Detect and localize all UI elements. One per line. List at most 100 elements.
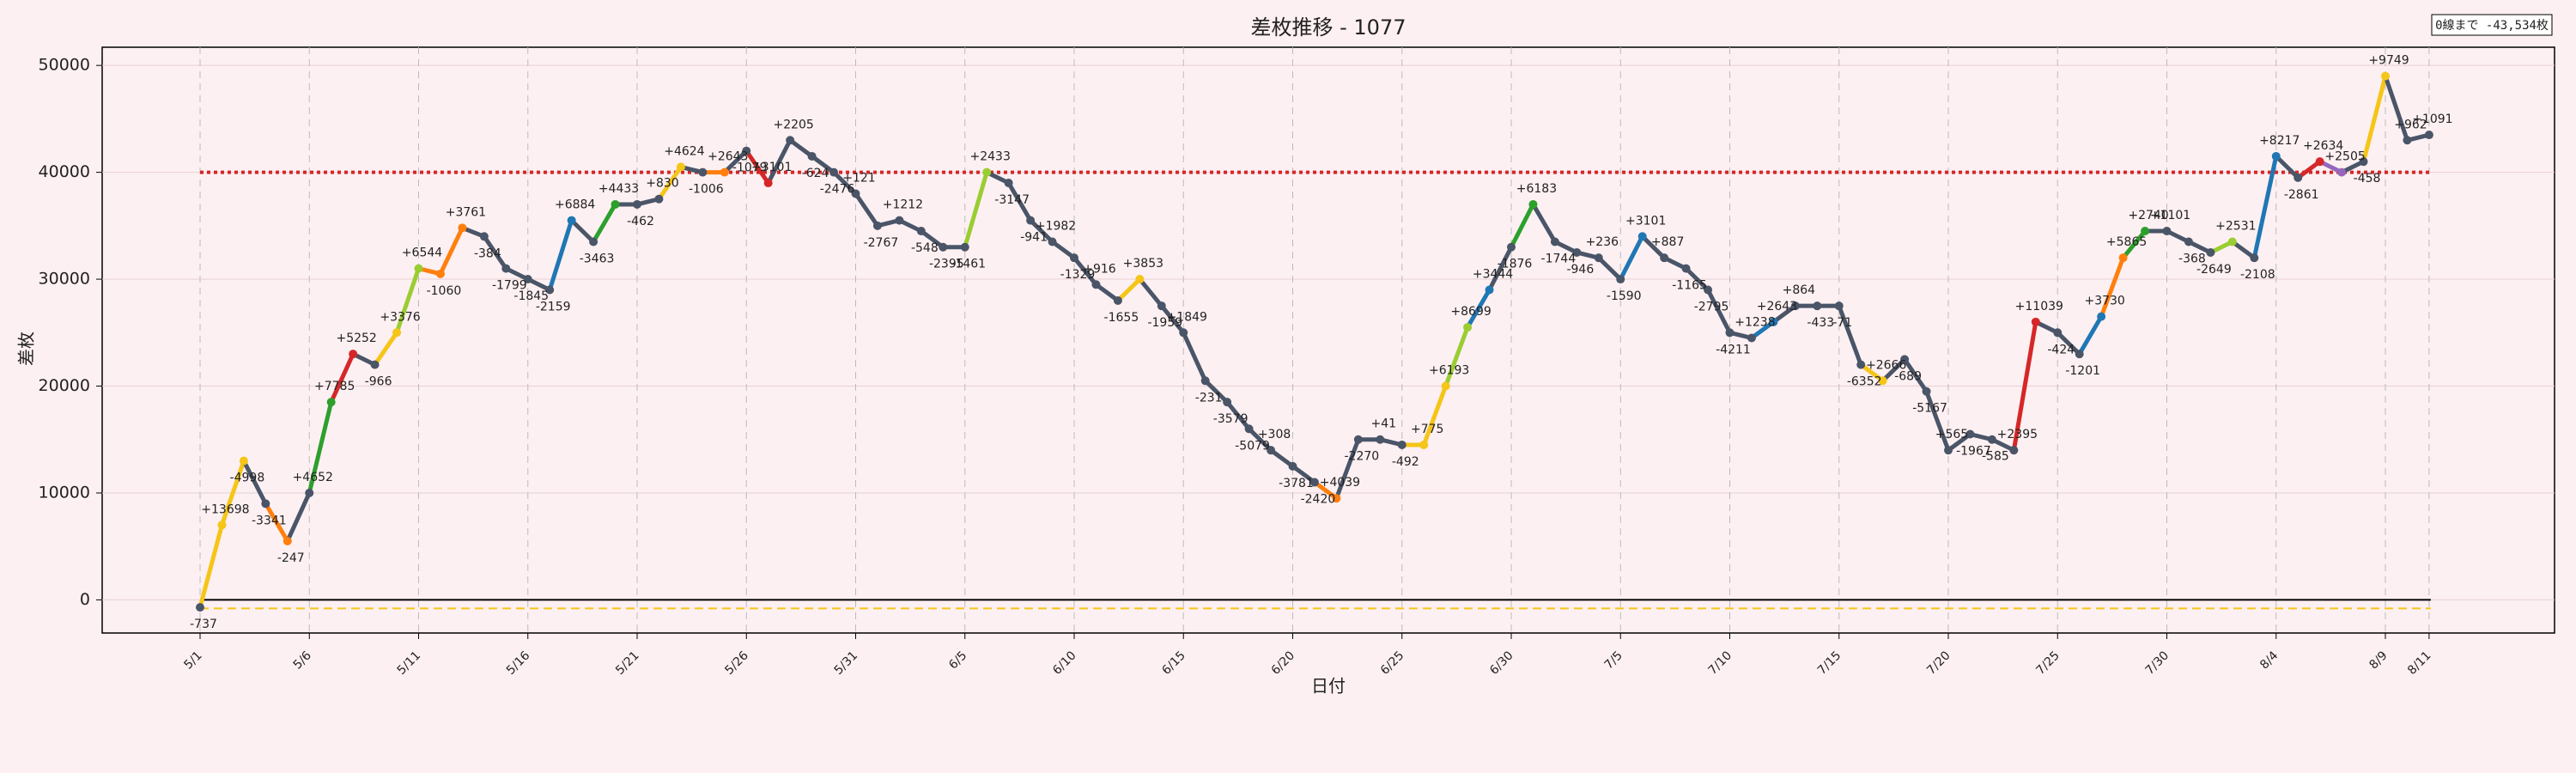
line-segment [197, 522, 224, 610]
annotation: -1799 [492, 279, 527, 293]
annotation: -689 [1894, 369, 1922, 383]
line-segment [1684, 266, 1710, 293]
line-segment [1618, 234, 1645, 282]
line-segment [1203, 378, 1230, 405]
annotation: -737 [190, 618, 217, 631]
line-segment [1902, 356, 1929, 394]
point [1397, 440, 1406, 449]
line-segment [2011, 320, 2038, 453]
line-segment [1028, 218, 1055, 245]
y-tick-label: 30000 [39, 270, 90, 289]
point [1070, 253, 1078, 263]
point [1528, 199, 1538, 209]
line-segment [2274, 154, 2300, 180]
line-segment [219, 459, 246, 527]
point [2293, 173, 2303, 182]
line-segment [482, 234, 508, 271]
point [239, 456, 248, 466]
annotation: -3147 [994, 193, 1030, 207]
annotation: +3376 [380, 310, 420, 324]
annotation: +864 [1783, 283, 1816, 297]
y-tick-label: 40000 [39, 162, 90, 181]
line-segment [2077, 314, 2104, 356]
point [479, 232, 489, 241]
annotation: -2649 [2196, 263, 2232, 277]
annotation: +2505 [2324, 150, 2365, 164]
annotation: +3853 [1123, 257, 1163, 271]
point [2097, 312, 2106, 321]
annotation: +2205 [773, 118, 813, 131]
line-segment [2230, 240, 2257, 260]
point [2031, 317, 2040, 326]
annotation: +1212 [883, 198, 923, 212]
y-axis-label: 差枚 [16, 332, 37, 366]
point [960, 242, 969, 252]
annotation: -1060 [427, 284, 462, 298]
point [2053, 328, 2063, 338]
point [2118, 253, 2128, 263]
point [916, 227, 926, 236]
line-segment [2055, 330, 2082, 356]
line-segment [2121, 228, 2148, 260]
point [435, 269, 445, 278]
point [786, 136, 795, 145]
line-segment [1093, 282, 1121, 303]
annotation: +3730 [2084, 295, 2124, 308]
point [370, 360, 380, 369]
annotation: -3341 [252, 514, 287, 527]
point [392, 328, 402, 338]
annotation: -1590 [1607, 289, 1642, 303]
line-segment [263, 501, 290, 544]
annotation: +565 [1935, 428, 1968, 441]
point [458, 223, 467, 233]
annotation: -548 [911, 241, 939, 255]
y-tick-label: 0 [80, 590, 90, 609]
point [1725, 328, 1735, 338]
annotation: +4039 [1320, 476, 1360, 490]
line-segment [1224, 399, 1252, 431]
point [2315, 157, 2324, 167]
annotation: -247 [277, 551, 305, 565]
point [1485, 285, 1494, 295]
annotation: +11039 [2015, 300, 2063, 313]
line-segment [1465, 288, 1492, 330]
point [2359, 157, 2368, 167]
annotation: -458 [2354, 172, 2381, 186]
line-segment [329, 351, 355, 405]
point [1550, 237, 1559, 247]
point [2381, 71, 2390, 81]
annotation: +3444 [1473, 268, 1513, 282]
point [261, 499, 270, 508]
line-segment [1640, 234, 1667, 260]
annotation: +1101 [2150, 209, 2190, 222]
annotation: -2795 [1694, 301, 1729, 314]
annotation: -1845 [513, 289, 549, 303]
annotation: -1329 [1060, 268, 1096, 282]
annotation: +2634 [2303, 139, 2343, 153]
line-segment [591, 202, 618, 245]
point [1681, 264, 1691, 273]
line-segment [394, 266, 421, 335]
annotation: -1876 [1498, 258, 1533, 271]
annotation: -492 [1392, 455, 1419, 469]
point [2271, 151, 2281, 161]
line-segment [2099, 255, 2126, 320]
line-segment [1858, 362, 1886, 383]
annotation: -1461 [951, 258, 986, 271]
annotation: -1959 [1147, 316, 1182, 330]
line-segment [787, 137, 815, 159]
annotation: -2108 [2240, 268, 2275, 282]
point [1419, 440, 1429, 449]
point [545, 285, 555, 295]
line-segment [656, 164, 683, 202]
annotation: -5167 [1912, 402, 1947, 416]
point [1769, 317, 1778, 326]
point [1660, 253, 1669, 263]
annotation: +1091 [2412, 113, 2452, 126]
point [2206, 247, 2215, 257]
point [283, 536, 292, 545]
line-segment [1509, 202, 1535, 250]
point [1834, 301, 1844, 311]
point [742, 146, 751, 155]
y-tick-label: 20000 [39, 376, 90, 395]
